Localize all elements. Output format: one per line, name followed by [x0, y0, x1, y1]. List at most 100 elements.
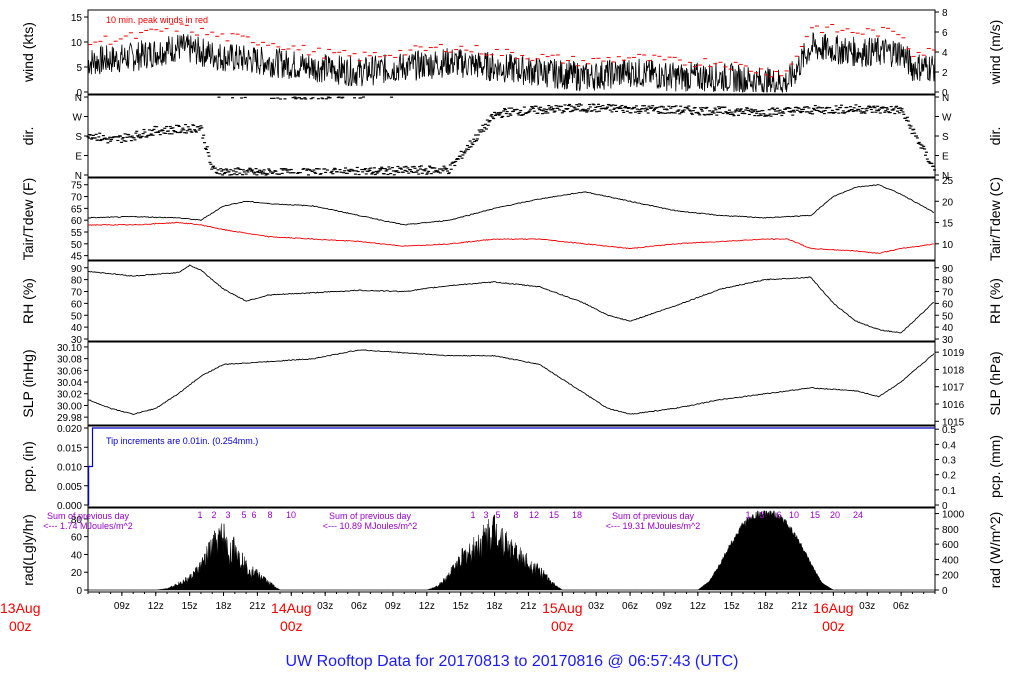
xtick-label: 12z — [148, 601, 164, 612]
ylabel-left: Tair/Tdew (F) — [20, 178, 36, 260]
xtick-label: 21z — [791, 601, 807, 612]
ytick-label: 30 — [71, 335, 83, 346]
ylabel-right: RH (%) — [987, 278, 1003, 324]
ytick-right-label: 60 — [942, 299, 954, 310]
ytick-label: 80 — [71, 276, 83, 287]
annotation-hour: 18 — [572, 510, 582, 520]
xtick-label: 06z — [351, 601, 367, 612]
annotation-hour: 2 — [211, 510, 216, 520]
ytick-label: 45 — [71, 252, 83, 263]
day-label-date: 16Aug — [813, 600, 853, 616]
annotation-hour: 10 — [789, 510, 799, 520]
panel-rad: rad(Lgly/hr) rad (W/m^2)02040608002004006… — [20, 507, 1003, 597]
annotation-hour: 15 — [549, 510, 559, 520]
ytick-label: 40 — [71, 323, 83, 334]
ytick-right-label: 25 — [942, 176, 954, 187]
annotation-hour: 3 — [759, 510, 764, 520]
ytick-label: 30.04 — [57, 378, 82, 389]
ytick-right-label: 0 — [942, 88, 948, 99]
annotation-title: Sum of previous day — [47, 511, 130, 521]
xtick-label: 15z — [453, 601, 469, 612]
ytick-right-label: 0.2 — [942, 471, 956, 482]
ytick-label: 0.000 — [57, 501, 82, 512]
ytick-label: 90 — [71, 264, 83, 275]
annotation-hour: 1 — [470, 510, 475, 520]
xtick-label: 18z — [215, 601, 231, 612]
annotation-hour: 5 — [241, 510, 246, 520]
rad-annotation: Sum of previous day<--- 1.74 MJoules/m^2… — [43, 510, 296, 531]
ytick-label: 10 — [71, 38, 83, 49]
ytick-label: 30.10 — [57, 343, 82, 354]
ytick-right-label: 2 — [942, 68, 948, 79]
series-pcp — [88, 427, 935, 506]
series-rad — [88, 510, 935, 591]
ytick-right-label: 800 — [942, 525, 959, 536]
ytick-right-label: 50 — [942, 311, 954, 322]
xtick-label: 18z — [486, 601, 502, 612]
ytick-right-label: 0 — [942, 586, 948, 597]
ytick-label: 5 — [76, 63, 82, 74]
ylabel-left: RH (%) — [20, 278, 36, 324]
ytick-label: 40 — [71, 550, 83, 561]
ytick-label: 50 — [71, 311, 83, 322]
panel-slp: SLP (inHg) SLP (hPa)29.9830.0030.0230.043… — [20, 341, 1003, 428]
xtick-label: 09z — [656, 601, 672, 612]
ytick-label: 75 — [71, 181, 83, 192]
day-label-date: 13Aug — [0, 600, 40, 616]
ytick-label: 70 — [71, 288, 83, 299]
ylabel-right: SLP (hPa) — [987, 351, 1003, 415]
ytick-label: 0.015 — [57, 443, 82, 454]
ytick-label: E — [75, 152, 82, 163]
xtick-label: 03z — [859, 601, 875, 612]
ytick-right-label: 0.1 — [942, 486, 956, 497]
ytick-label: 0.010 — [57, 463, 82, 474]
ytick-label: N — [75, 171, 82, 182]
ytick-label: 30.02 — [57, 390, 82, 401]
annotation-title: Sum of previous day — [329, 511, 412, 521]
ytick-right-label: 1019 — [942, 348, 965, 359]
wind-annotation: 10 min. peak winds in red — [106, 15, 208, 25]
ytick-right-label: 90 — [942, 264, 954, 275]
ytick-label: N — [75, 93, 82, 104]
xtick-label: 18z — [758, 601, 774, 612]
xtick-label: 21z — [249, 601, 265, 612]
ytick-label: 60 — [71, 533, 83, 544]
page-title: UW Rooftop Data for 20170813 to 20170816… — [286, 653, 739, 670]
annotation-hour: 15 — [810, 510, 820, 520]
ytick-label: 0 — [76, 586, 82, 597]
ytick-label: 30.06 — [57, 366, 82, 377]
panel-wind: wind (kts) wind (m/s) 0 5 10 15 0 2 4 6 8 10 min. p… — [20, 8, 1003, 99]
annotation-hour: 3 — [225, 510, 230, 520]
series-slp — [87, 349, 935, 415]
ytick-right-label: 1018 — [942, 365, 965, 376]
ytick-label: 0 — [76, 88, 82, 99]
ytick-right-label: N — [942, 171, 949, 182]
ytick-label: 30.08 — [57, 355, 82, 366]
xtick-label: 06z — [622, 601, 638, 612]
day-label-hour: 00z — [822, 618, 845, 634]
ytick-label: 65 — [71, 204, 83, 215]
ylabel-right: rad (W/m^2) — [987, 512, 1003, 589]
annotation-hour: 5 — [495, 510, 500, 520]
ylabel-right: dir. — [987, 127, 1003, 146]
ytick-label: 60 — [71, 299, 83, 310]
ytick-right-label: 1000 — [942, 510, 965, 521]
ytick-label: 50 — [71, 240, 83, 251]
annotation-title: Sum of previous day — [612, 511, 695, 521]
xtick-label: 06z — [893, 601, 909, 612]
ylabel-left: SLP (inHg) — [20, 349, 36, 417]
ytick-right-label: W — [942, 113, 952, 124]
day-label-date: 14Aug — [271, 600, 311, 616]
ytick-label: 0.020 — [57, 424, 82, 435]
panel-frame — [87, 177, 936, 261]
panel-frame — [87, 507, 936, 593]
ytick-right-label: 10 — [942, 240, 954, 251]
ylabel-left: wind (kts) — [20, 22, 36, 83]
annotation-hour: 6 — [776, 510, 781, 520]
annotation-hour: 1 — [197, 510, 202, 520]
series-tair — [87, 184, 935, 226]
annotation-hour: 10 — [286, 510, 296, 520]
annotation-hour: 6 — [251, 510, 256, 520]
series-tdew — [87, 221, 935, 254]
